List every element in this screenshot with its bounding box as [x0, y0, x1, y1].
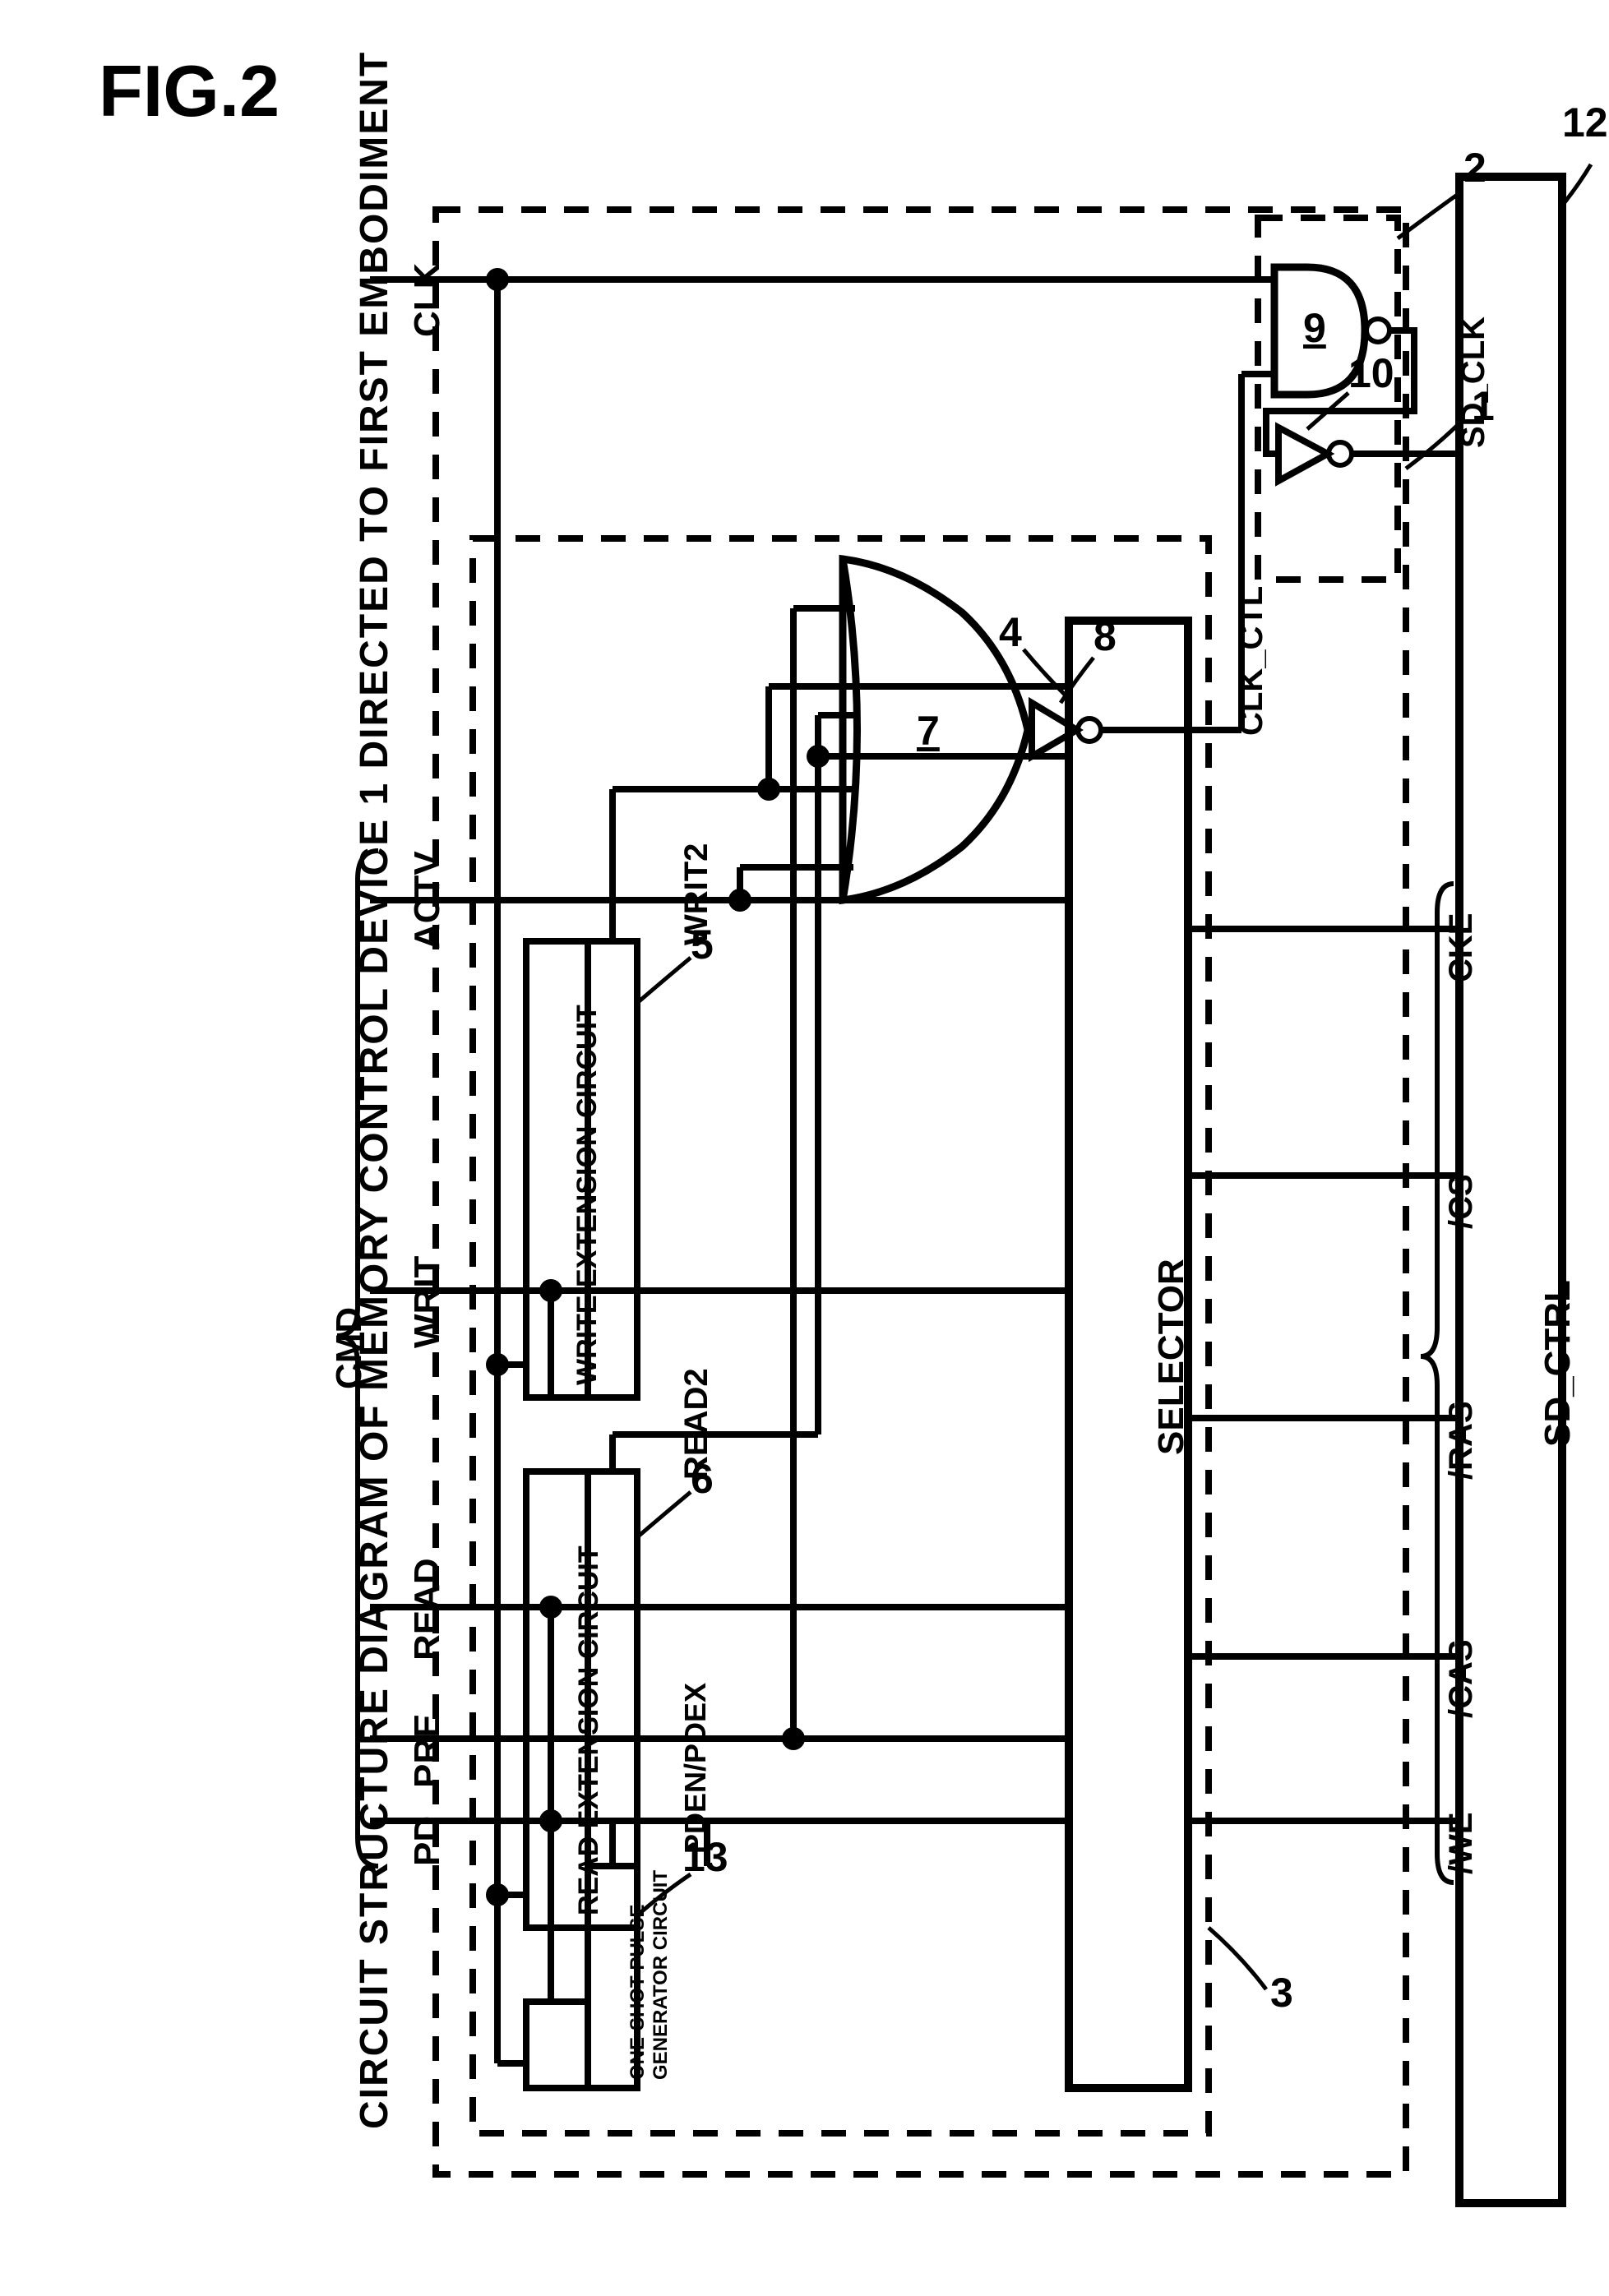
ref-12: 12 — [1562, 99, 1608, 146]
lbl-pdenpdex: PDEN/PDEX — [678, 1683, 713, 1854]
lbl-cmd: CMD — [329, 1307, 370, 1389]
lbl-read2: READ2 — [678, 1368, 715, 1480]
lbl-pre: PRE — [407, 1714, 448, 1788]
lbl-pd: PD — [407, 1816, 448, 1866]
diagram-svg — [0, 0, 1609, 2296]
lbl-cke: CKE — [1443, 913, 1480, 982]
lbl-we: /WE — [1443, 1812, 1480, 1874]
lbl-cs: /CS — [1443, 1174, 1480, 1229]
diagram-page: FIG.2 CIRCUIT STRUCTURE DIAGRAM OF MEMOR… — [0, 0, 1609, 2296]
lbl-clkctl: CLK_CTL — [1233, 586, 1270, 736]
ref-2: 2 — [1463, 144, 1486, 192]
lbl-oneshot: ONE-SHOT PULSE GENERATOR CIRCUIT — [626, 1866, 673, 2080]
ref-8: 8 — [1093, 612, 1117, 660]
lbl-writ2: WRIT2 — [678, 843, 715, 945]
ref-9: 9 — [1303, 304, 1326, 352]
ref-10: 10 — [1348, 349, 1394, 397]
lbl-clk: CLK — [407, 263, 448, 337]
lbl-selector: SELECTOR — [1151, 1259, 1192, 1455]
lbl-writeext: WRITE EXTENSION CIRCUIT — [573, 1005, 601, 1385]
lbl-actv: ACTV — [407, 851, 448, 949]
ref-3: 3 — [1270, 1969, 1293, 2017]
lbl-sdctrl: SD_CTRL — [1537, 1280, 1579, 1447]
ref-7: 7 — [917, 707, 940, 755]
lbl-cas: /CAS — [1443, 1639, 1480, 1718]
ref-4: 4 — [999, 608, 1022, 656]
lbl-writ: WRIT — [407, 1256, 448, 1348]
lbl-readext: READ EXTENSION CIRCUIT — [573, 1545, 605, 1915]
lbl-sdclk: SD_CLK — [1455, 316, 1492, 448]
lbl-ras: /RAS — [1443, 1401, 1480, 1480]
lbl-read: READ — [407, 1558, 448, 1661]
